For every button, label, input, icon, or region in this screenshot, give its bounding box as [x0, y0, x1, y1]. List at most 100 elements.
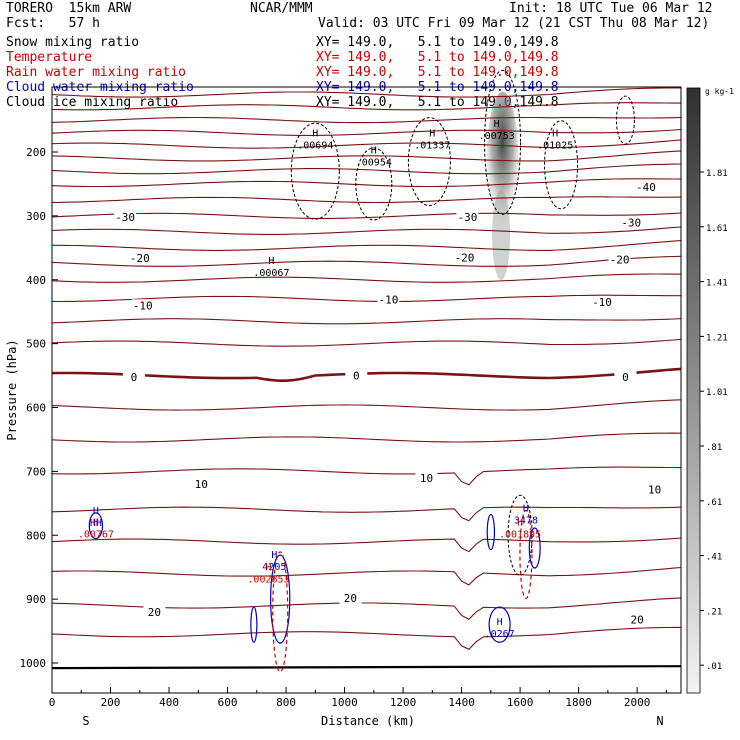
colorbar-label: 1.61: [706, 224, 728, 234]
temperature-label-bg: [456, 211, 479, 224]
cloud-ice-contour: [290, 122, 340, 220]
temperature-label: -10: [592, 296, 612, 309]
cloud-water-max-label: 3478: [514, 515, 538, 526]
temperature-label: -20: [455, 251, 475, 264]
x-tick-label: 800: [276, 696, 296, 709]
isotherm-line: [51, 150, 682, 162]
y-tick-label: 1000: [20, 657, 47, 670]
isotherm-line: [51, 566, 682, 586]
temperature-label-bg: [453, 251, 476, 264]
isotherm-line: [51, 273, 682, 283]
cloud-ice-contour: [484, 69, 522, 215]
temperature-label-bg: [143, 605, 166, 618]
colorbar-unit: g kg-1: [705, 87, 734, 96]
rain-contour: [519, 509, 533, 600]
temperature-label: 10: [648, 483, 661, 496]
y-axis-label: Pressure (hPa): [5, 339, 19, 440]
temperature-label: -10: [133, 299, 153, 312]
y-tick-label: 700: [26, 465, 46, 478]
colorbar-label: .81: [706, 443, 722, 453]
x-tick-label: 0: [49, 696, 56, 709]
snow-shading: [486, 91, 519, 232]
ice-max-label-h: H: [312, 128, 318, 139]
plot-frame: [51, 86, 682, 694]
temperature-label-bg: [190, 478, 213, 491]
temperature-label: -10: [379, 294, 399, 307]
isotherm-line: [51, 226, 682, 235]
temperature-label-bg: [131, 299, 154, 312]
cloud-water-max-label: HH: [90, 518, 102, 529]
left-end-label: S: [82, 714, 89, 728]
temperature-label-bg: [339, 591, 362, 604]
cloud-water-contour: [486, 513, 496, 551]
temperature-label-bg: [122, 370, 145, 383]
rain-max-label-h: H: [93, 517, 99, 528]
field-label-temperature: Temperature: [6, 50, 93, 65]
ice-max-label-h: H: [494, 119, 500, 130]
cloud-water-max-label-h: H: [93, 506, 99, 517]
cloud-water-contour: [269, 554, 291, 644]
x-tick-label: 400: [159, 696, 179, 709]
isotherm-line: [51, 318, 682, 325]
rain-max-label: .001895: [499, 529, 541, 540]
isotherm-line: [51, 626, 681, 650]
ice-max-label-h: H: [268, 256, 274, 267]
isotherm-line: [52, 196, 682, 204]
temperature-label-bg: [626, 613, 649, 626]
ice-max-label-h: H: [552, 128, 558, 139]
temperature-label: -40: [636, 181, 656, 194]
cloud-water-contour: [88, 512, 104, 540]
cloud-ice-contour: [507, 494, 533, 576]
isotherm-line: [51, 506, 682, 522]
temperature-label: 10: [195, 478, 208, 491]
colorbar-label: 1.21: [706, 333, 728, 343]
colorbar-label: 1.01: [706, 388, 728, 398]
x-tick-label: 1000: [331, 696, 358, 709]
temperature-label-bg: [128, 252, 151, 265]
x-tick-label: 200: [101, 696, 121, 709]
cloud-ice-contour: [544, 120, 579, 210]
y-tick-label: 600: [26, 402, 46, 415]
cloud-water-max-label-h: H: [271, 550, 277, 561]
ice-max-label: .00753: [479, 131, 515, 142]
rain-max-label: .002853: [247, 575, 289, 586]
ice-max-label: .00954: [356, 158, 392, 169]
temperature-label: -30: [115, 211, 135, 224]
y-tick-label: 300: [26, 210, 46, 223]
y-tick-label: 900: [26, 593, 46, 606]
valid-time: Valid: 03 UTC Fri 09 Mar 12 (21 CST Thu …: [318, 16, 710, 31]
colorbar-label: .01: [706, 662, 722, 672]
colorbar-label: 1.81: [706, 169, 728, 179]
temperature-label: -30: [457, 211, 477, 224]
cloud-ice-contour: [615, 95, 635, 145]
y-tick-label: 200: [26, 146, 46, 159]
forecast-hour: Fcst: 57 h: [6, 16, 100, 31]
isotherm-line: [51, 128, 682, 136]
colorbar-label: .61: [706, 498, 722, 508]
ice-max-label: .00694: [297, 140, 333, 151]
x-tick-label: 2000: [624, 696, 651, 709]
temperature-label: 0: [622, 371, 629, 384]
model-title: TORERO 15km ARW: [6, 1, 132, 16]
isotherm-line: [52, 240, 682, 251]
rain-max-label: .00767: [78, 529, 114, 540]
x-tick-label: 1800: [565, 696, 592, 709]
isotherm-line: [51, 139, 682, 149]
temperature-label-bg: [114, 211, 137, 224]
surface-line: [51, 665, 682, 670]
cloud-water-max-label-h: H: [497, 617, 503, 628]
isotherm-line: [51, 212, 682, 219]
y-tick-label: 400: [26, 274, 46, 287]
y-tick-label: 800: [26, 529, 46, 542]
temperature-label-bg: [614, 370, 637, 383]
isotherm-line: [51, 255, 682, 267]
cloud-ice-contour: [355, 147, 393, 221]
temperature-label: 10: [420, 472, 433, 485]
temperature-label: 20: [630, 614, 643, 627]
isotherm-line: [51, 432, 682, 443]
x-tick-label: 1200: [390, 696, 417, 709]
x-tick-label: 600: [218, 696, 238, 709]
temperature-label-bg: [643, 483, 666, 496]
temperature-label: -20: [130, 252, 150, 265]
